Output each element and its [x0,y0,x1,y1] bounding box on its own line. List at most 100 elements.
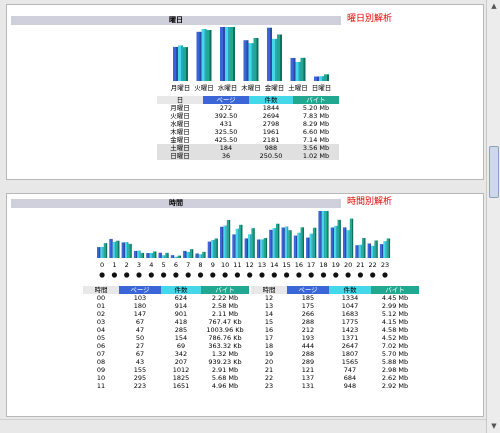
hour-marker-icon [320,272,327,278]
bar-hourly-chart-5-s1-shade [163,255,166,258]
table-row: 月曜日 272 1844 5.20 Mb [157,104,339,112]
bar-hourly-chart-11-s2 [239,224,242,258]
bar-hourly-chart-14-s1-shade [274,228,276,258]
bar-weekday-chart-3-s1 [248,43,252,81]
bar-hourly-chart-9-s1-shade [212,240,215,258]
bar-hourly-chart-1-s1 [112,241,115,258]
tick-label: 20 [344,261,352,269]
cell-page: 288 [301,318,315,326]
cell-page: 185 [301,294,315,302]
bar-hourly-chart-3-s2-shade [142,252,145,258]
vertical-scrollbar[interactable]: ▲ ▼ [486,0,500,433]
bar-hourly-chart-22-s1-shade [372,245,375,258]
bar-hourly-chart-5-s0-shade [160,252,162,258]
cell-label: 10 [96,374,106,382]
tick-label: 18 [319,261,327,269]
bar-weekday-chart-1-s2 [206,29,210,81]
hourly-chart: 0 1 2 3 4 5 6 7 8 9 10 11 12 13 14 15 16 17 18 19 20 21 22 23 [97,211,391,278]
bar-hourly-chart-6-s0-shade [172,255,175,258]
bar-hourly-chart-10-s1 [223,225,226,258]
bar-weekday-chart-6-s1-shade [321,76,324,81]
bar-hourly-chart-23-s0-shade [381,244,384,258]
hourly-left-col-page: ページ [119,286,161,294]
scroll-up-icon[interactable]: ▲ [491,2,497,10]
cell-label: 09 [96,366,106,374]
cell-label: 15 [264,318,274,326]
bar-hourly-chart-1-s2 [116,240,119,258]
hour-marker-icon [185,272,191,278]
bar-hourly-chart-20-s0 [343,227,346,258]
cell-count: 1775 [341,318,359,326]
cell-label: 22 [264,374,274,382]
cell-count: 1334 [341,294,359,302]
cell-count: 2647 [341,342,359,350]
bar-weekday-chart-0-s2 [183,47,186,81]
bar-weekday-chart-1-s1-shade [204,29,207,81]
bar-weekday-chart-0-s1 [178,45,181,81]
cell-byte: 2.99 Mb [381,302,409,310]
cell-count: 1825 [172,374,190,382]
cell-page: 47 [135,326,145,334]
bar-hourly-chart-8-s2 [202,251,205,258]
bar-hourly-chart-5-s0 [158,252,161,258]
scroll-down-icon[interactable]: ▼ [491,422,497,430]
scrollbar-thumb[interactable] [489,146,499,198]
bar-weekday-chart-4-s2-shade [279,34,282,81]
bar-hourly-chart-20-s0-shade [344,227,347,258]
cell-byte: 2.92 Mb [381,382,409,390]
tick-label: 19 [332,261,340,269]
cell-page: 147 [133,310,147,318]
cell-page: 175 [301,302,315,310]
bar-hourly-chart-3-s2 [140,252,143,258]
cell-label: 06 [96,342,106,350]
cell-page: 444 [301,342,315,350]
bar-hourly-chart-21-s2-shade [363,238,366,258]
bar-weekday-chart-5-s1 [295,61,299,81]
cell-label: 16 [264,326,274,334]
bar-hourly-chart-11-s0-shade [234,234,236,258]
cell-page: 36 [203,152,249,160]
hourly-panel: 時間 時間別解析 0 1 2 3 4 5 6 7 8 9 10 11 12 13 14 15 16 17 18 19 2… [6,193,484,417]
cell-count: 250.50 [249,152,293,160]
bar-hourly-chart-0-s1 [100,246,103,258]
bar-hourly-chart-17-s2 [312,227,315,258]
cell-byte: 5.70 Mb [381,350,409,358]
cell-page: 392.50 [214,112,238,120]
cell-byte: 2.98 Mb [381,366,409,374]
cell-byte: 5.68 Mb [211,374,239,382]
bar-hourly-chart-23-s1 [383,241,386,258]
bar-hourly-chart-6-s2-shade [179,255,181,258]
cell-page: 289 [301,358,315,366]
hour-marker-icon [382,272,388,278]
bar-hourly-chart-5-s1 [161,255,164,258]
bar-hourly-chart-16-s2-shade [302,227,304,258]
cell-count: 418 [174,318,188,326]
table-row: 02 147 901 2.11 Mb [83,310,249,318]
cell-page: 67 [135,318,145,326]
table-row: 00 103 624 2.22 Mb [83,294,249,302]
bar-hourly-chart-20-s1 [346,230,349,258]
hour-marker-icon [345,272,351,278]
cell-page: 193 [301,334,315,342]
bar-hourly-chart-2-s1 [125,242,128,258]
cell-byte: 4.58 Mb [381,326,409,334]
hour-marker-icon [124,272,130,278]
table-row: 水曜日 431 2798 8.29 Mb [157,120,339,128]
tick-label: 月曜日 [171,84,191,92]
cell-label: 21 [264,366,274,374]
hourly-left-col-item: 時間 [83,286,119,294]
cell-count: 624 [174,294,188,302]
table-row: 日曜日 36 250.50 1.02 Mb [157,152,339,160]
bar-weekday-chart-0-s0 [173,46,176,81]
bar-hourly-chart-22-s1 [371,245,374,258]
cell-count: 1807 [341,350,359,358]
bar-hourly-chart-3-s1 [137,250,140,258]
hour-marker-icon [111,272,117,278]
table-row: 21 121 747 2.98 Mb [251,366,419,374]
tick-label: 17 [307,261,315,269]
table-row: 20 289 1565 5.88 Mb [251,358,419,366]
bar-hourly-chart-9-s2 [214,238,217,258]
bar-hourly-chart-4-s2-shade [154,251,157,258]
bar-hourly-chart-0-s1-shade [102,246,104,258]
hourly-right-col-page: ページ [287,286,329,294]
